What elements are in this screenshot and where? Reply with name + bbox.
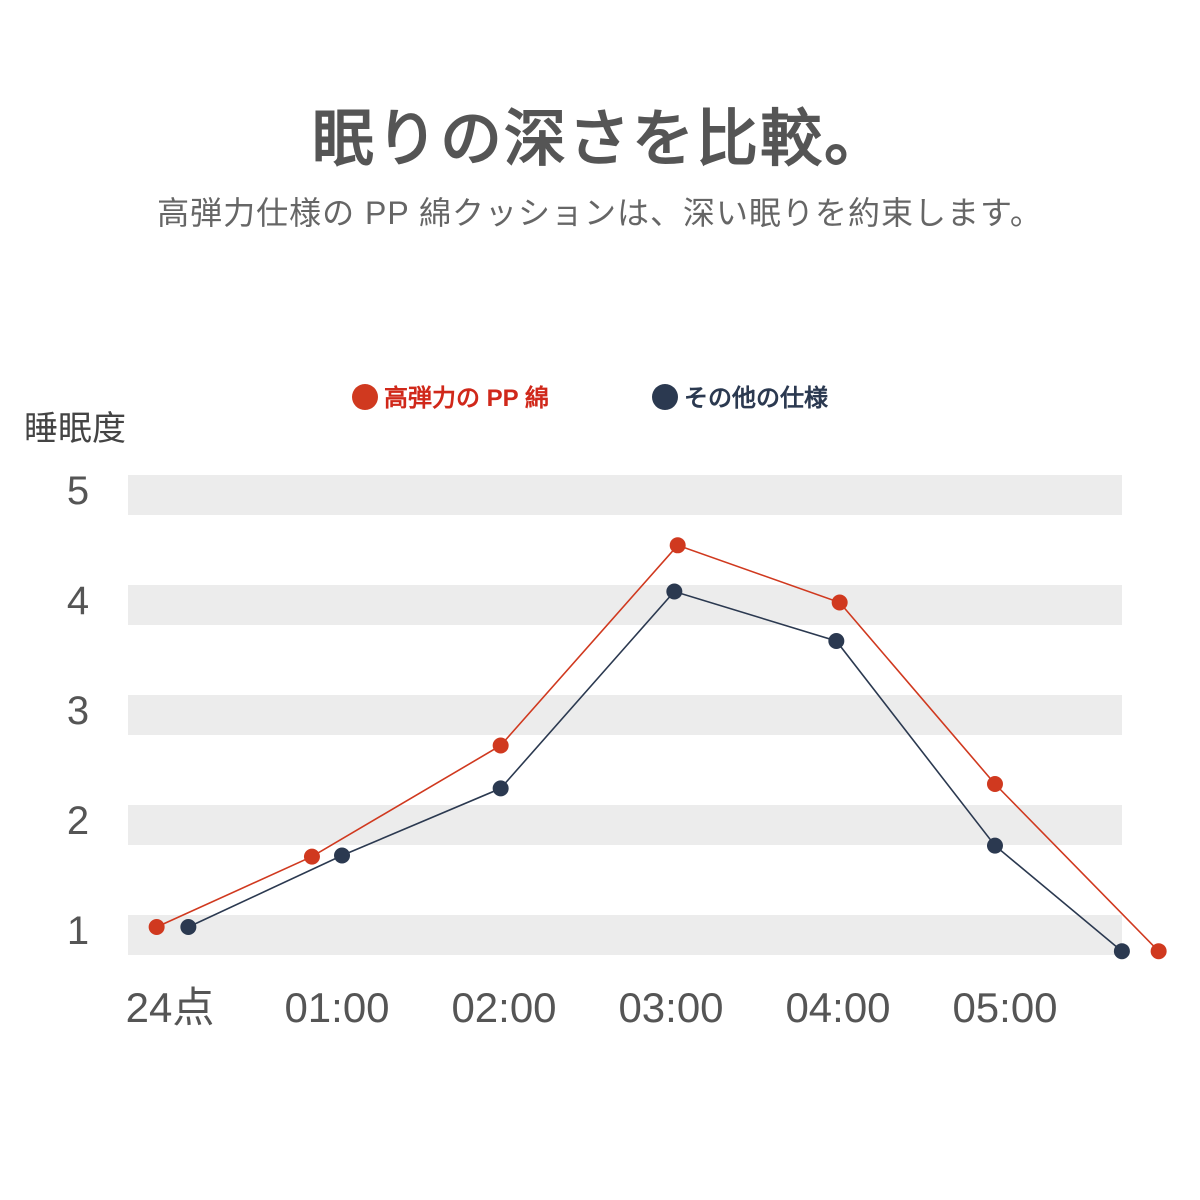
legend-label-1: その他の仕様 (684, 384, 829, 412)
data-point-1 (180, 919, 197, 935)
legend-label-0: 高弾力の PP 綿 (384, 384, 549, 412)
grid-band (128, 915, 1122, 955)
data-point-0 (148, 919, 165, 935)
data-point-1 (666, 583, 683, 600)
y-tick-label: 4 (67, 579, 89, 623)
data-point-1 (334, 847, 351, 864)
data-point-0 (831, 594, 848, 611)
x-tick-label: 02:00 (451, 984, 556, 1031)
y-tick-label: 2 (67, 799, 89, 843)
grid-band (128, 695, 1122, 735)
x-tick-label: 03:00 (618, 984, 723, 1031)
y-tick-label: 1 (67, 909, 89, 953)
y-tick-label: 3 (67, 689, 89, 733)
data-point-1 (492, 780, 509, 797)
data-point-0 (669, 537, 686, 554)
x-tick-label: 01:00 (284, 984, 389, 1031)
grid-band (128, 805, 1122, 845)
legend-marker-0 (352, 384, 378, 410)
x-tick-label: 04:00 (785, 984, 890, 1031)
data-point-0 (1150, 943, 1167, 960)
data-point-1 (986, 837, 1003, 854)
y-tick-label: 5 (67, 469, 89, 513)
data-point-1 (828, 633, 845, 649)
page-title: 眠りの深さを比較。 (311, 105, 888, 174)
data-point-1 (1113, 943, 1130, 960)
data-point-0 (303, 848, 320, 865)
data-point-0 (492, 737, 509, 754)
legend-marker-1 (652, 384, 678, 410)
y-axis-label: 睡眠度 (24, 410, 126, 448)
series-line-1 (188, 590, 1123, 952)
x-tick-label: 05:00 (952, 984, 1057, 1031)
page-subtitle: 高弾力仕様の PP 綿クッションは、深い眠りを約束します。 (157, 195, 1043, 231)
x-tick-label: 24点 (126, 984, 215, 1031)
data-point-0 (986, 776, 1003, 792)
grid-band (128, 475, 1122, 515)
